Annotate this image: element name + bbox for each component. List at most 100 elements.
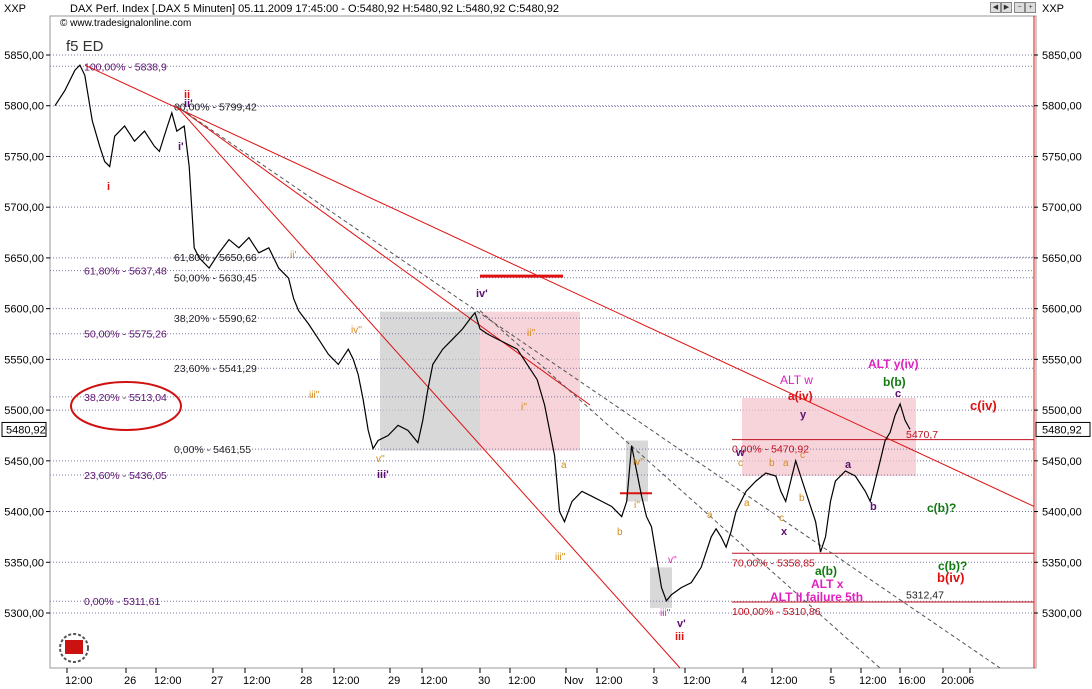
x-axis: 12:00 26 12:00 27 12:00 28 12:00 29 12:00 30 12:00… bbox=[65, 668, 974, 687]
highlight-ellipse bbox=[70, 381, 182, 431]
wave-label: b bbox=[617, 527, 623, 538]
y-tick-label-left: 5850,00 bbox=[4, 50, 44, 62]
wave-label: ii' bbox=[184, 98, 193, 110]
wave-label: c bbox=[800, 450, 805, 461]
wave-label: iv' bbox=[476, 288, 488, 300]
wave-label: v'' bbox=[668, 555, 677, 566]
fib-label-left: 23,60% - 5436,05 bbox=[84, 470, 167, 482]
symbol-left: XXP bbox=[4, 3, 27, 15]
fib-label-right: 0,00% - 5470,92 bbox=[732, 444, 809, 456]
wave-label: c bbox=[895, 388, 901, 400]
fib-label-left: 50,00% - 5575,26 bbox=[84, 329, 167, 341]
y-tick-label-right: 5850,00 bbox=[1042, 50, 1082, 62]
x-tick-label: 16:00 bbox=[898, 675, 926, 687]
pink-box-1 bbox=[480, 311, 580, 451]
y-tick-label-left: 5750,00 bbox=[4, 151, 44, 163]
price-series bbox=[54, 64, 911, 602]
fib-label-mid: 23,60% - 5541,29 bbox=[174, 363, 257, 375]
x-tick-label: 29 bbox=[388, 675, 400, 687]
wave-label: c(b)? bbox=[938, 559, 967, 573]
y-tick-label-left: 5550,00 bbox=[4, 354, 44, 366]
price-label: 5312,47 bbox=[906, 589, 944, 601]
wave-label: v'' bbox=[376, 454, 385, 465]
x-tick-label: 12:00 bbox=[508, 675, 536, 687]
wave-label: a bbox=[845, 459, 852, 471]
y-tick-label-right: 5750,00 bbox=[1042, 151, 1082, 163]
x-tick-label: 27 bbox=[211, 675, 223, 687]
y-tick-label-right: 5700,00 bbox=[1042, 202, 1082, 214]
wave-label: ALT II failure 5th bbox=[770, 590, 863, 604]
wave-label: i' bbox=[178, 141, 184, 153]
x-tick-label: 26 bbox=[124, 675, 136, 687]
wave-label: ii bbox=[184, 89, 190, 101]
zoom-out-button[interactable]: − bbox=[1014, 2, 1025, 13]
copyright: © www.tradesignalonline.com bbox=[60, 18, 192, 29]
fib-label-mid: 00,00% - 5799,42 bbox=[174, 101, 257, 113]
wave-label: iii'' bbox=[555, 552, 566, 563]
x-tick-label: 12:00 bbox=[683, 675, 711, 687]
wave-label: i'' bbox=[521, 402, 527, 413]
y-tick-label-left: 5700,00 bbox=[4, 202, 44, 214]
scroll-left-button[interactable]: ◀ bbox=[990, 2, 1001, 13]
zoom-in-button[interactable]: + bbox=[1025, 2, 1036, 13]
wave-label: c(b)? bbox=[927, 501, 956, 515]
wave-label: iv'' bbox=[633, 457, 644, 468]
fib-label-left: 38,20% - 5513,04 bbox=[84, 392, 167, 404]
wave-label: c bbox=[779, 513, 784, 524]
x-tick-label: 12:00 bbox=[859, 675, 887, 687]
wave-label: i'' bbox=[634, 500, 640, 511]
wave-label: iii'' bbox=[660, 608, 671, 619]
x-tick-label: 12:00 bbox=[243, 675, 271, 687]
wave-label: b bbox=[799, 493, 805, 504]
x-tick-label: 12:00 bbox=[65, 675, 93, 687]
x-tick-label: 4 bbox=[741, 675, 747, 687]
chart-subtitle: f5 ED bbox=[66, 38, 104, 55]
x-tick-label: 3 bbox=[652, 675, 658, 687]
fib-label-mid: 50,00% - 5630,45 bbox=[174, 273, 257, 285]
wave-label: a bbox=[561, 460, 567, 471]
y-tick-label-right: 5800,00 bbox=[1042, 101, 1082, 113]
wave-label: iv'' bbox=[351, 325, 362, 336]
chart-title: DAX Perf. Index [.DAX 5 Minuten] 05.11.2… bbox=[70, 3, 560, 15]
price-label: 5470,7 bbox=[906, 429, 938, 441]
y-tick-label-left: 5450,00 bbox=[4, 456, 44, 468]
x-tick-label: 12:00 bbox=[332, 675, 360, 687]
last-price-label-left: 5480,92 bbox=[6, 424, 46, 436]
y-axis-right: 5850,00 5800,00 5750,00 5700,00 5650,00 5600,… bbox=[1034, 50, 1091, 620]
wave-label: y bbox=[800, 409, 807, 421]
x-tick-label: 12:00 bbox=[420, 675, 448, 687]
wave-label: iii'' bbox=[309, 390, 320, 401]
y-tick-label-left: 5650,00 bbox=[4, 253, 44, 265]
wave-label: a bbox=[707, 510, 713, 521]
wave-label: x bbox=[781, 526, 788, 538]
wave-label: b(iv) bbox=[937, 570, 964, 585]
wave-label: v' bbox=[677, 618, 686, 630]
x-tick-label: 5 bbox=[829, 675, 835, 687]
wave-label: iii' bbox=[377, 469, 389, 481]
x-tick-label: 30 bbox=[478, 675, 490, 687]
trend-line-main bbox=[84, 64, 1035, 507]
fib-label-right: 100,00% - 5310,86 bbox=[732, 606, 821, 618]
x-tick-label: 20:00 bbox=[941, 675, 969, 687]
logo-icon bbox=[59, 633, 89, 663]
y-tick-label-right: 5350,00 bbox=[1042, 557, 1082, 569]
x-tick-label: 6 bbox=[968, 675, 974, 687]
y-tick-label-right: 5650,00 bbox=[1042, 253, 1082, 265]
last-price-box-right bbox=[1035, 421, 1091, 437]
y-tick-label-left: 5400,00 bbox=[4, 507, 44, 519]
fib-label-right: 70,00% - 5358,85 bbox=[732, 557, 815, 569]
last-price-box-left bbox=[1, 421, 47, 437]
scroll-right-button[interactable]: ▶ bbox=[1001, 2, 1012, 13]
y-tick-label-right: 5550,00 bbox=[1042, 354, 1082, 366]
fib-levels: 100,00% - 5838,9 61,80% - 5637,48 50,00% -… bbox=[50, 61, 1034, 618]
fib-label-left: 100,00% - 5838,9 bbox=[84, 61, 167, 73]
y-tick-label-left: 5350,00 bbox=[4, 557, 44, 569]
y-tick-label-right: 5400,00 bbox=[1042, 507, 1082, 519]
wave-label: a(iv) bbox=[788, 389, 813, 403]
wave-label: w bbox=[735, 447, 745, 459]
trend-line-dashed bbox=[175, 105, 1001, 669]
y-axis-left: 5850,00 5800,00 5750,00 5700,00 5650,00 5600,… bbox=[1, 50, 50, 620]
y-tick-label-right: 5450,00 bbox=[1042, 456, 1082, 468]
y-tick-label-left: 5500,00 bbox=[4, 405, 44, 417]
